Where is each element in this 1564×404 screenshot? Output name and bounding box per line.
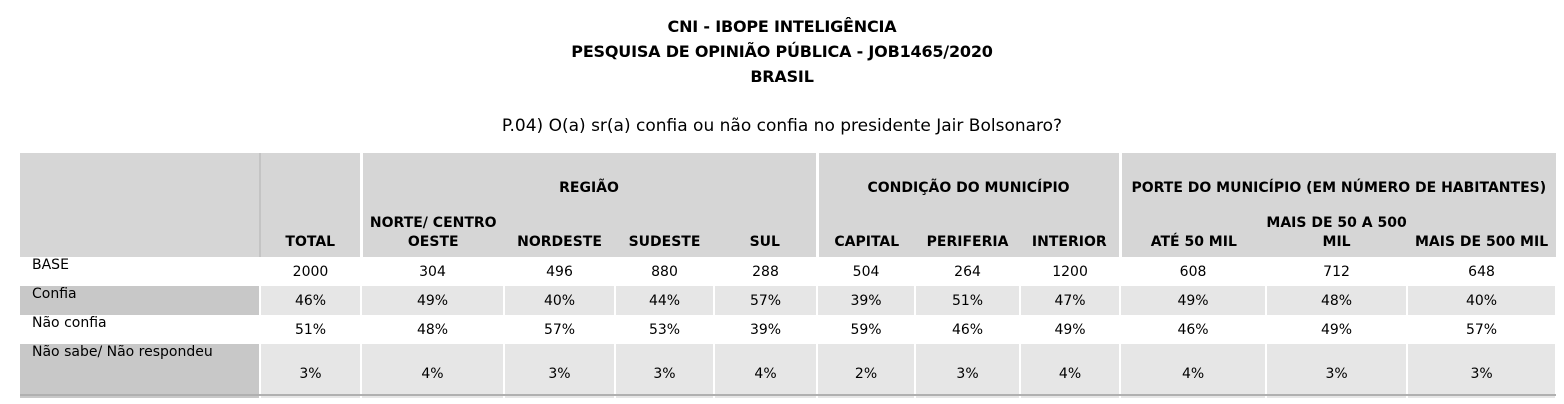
table-cell: 3%	[615, 344, 715, 398]
table-cell: 49%	[1266, 315, 1409, 344]
table-cell: 3%	[1266, 344, 1409, 398]
table-cell: 264	[915, 257, 1022, 286]
table-cell: 48%	[1266, 286, 1409, 315]
table-row: Não sabe/ Não respondeu 3% 4% 3% 3% 4% 2…	[20, 344, 1558, 398]
table-cell: 4%	[361, 344, 505, 398]
table-cell: 46%	[1120, 315, 1268, 344]
table-cell: 496	[504, 257, 616, 286]
group-regiao: REGIÃO	[359, 153, 818, 200]
table-cell: 57%	[1407, 315, 1558, 344]
col-norte-centro-oeste: NORTE/ CENTRO OESTE	[359, 200, 504, 257]
table-cell: 3%	[915, 344, 1022, 398]
table-cell: 44%	[615, 286, 715, 315]
table-row: BASE 2000 304 496 880 288 504 264 1200 6…	[20, 257, 1558, 286]
table-cell: 4%	[1120, 344, 1268, 398]
table-row: Confia 46% 49% 40% 44% 57% 39% 51% 47% 4…	[20, 286, 1558, 315]
group-total-spacer	[260, 153, 361, 200]
table-cell: 1200	[1020, 257, 1122, 286]
col-sul: SUL	[714, 200, 818, 257]
col-mais-500-mil: MAIS DE 500 MIL	[1407, 200, 1557, 257]
table-cell: 2%	[817, 344, 917, 398]
col-interior: INTERIOR	[1020, 200, 1121, 257]
question-text: P.04) O(a) sr(a) confia ou não confia no…	[501, 116, 1063, 136]
table-cell: 288	[714, 257, 819, 286]
stub-header	[20, 153, 261, 257]
row-label-nao-sabe: Não sabe/ Não respondeu	[20, 344, 261, 398]
table-cell: 608	[1120, 257, 1268, 286]
country-label: BRASIL	[750, 67, 814, 86]
col-nordeste: NORDESTE	[504, 200, 615, 257]
table-cell: 48%	[361, 315, 505, 344]
table-cell: 4%	[1020, 344, 1122, 398]
table-cell: 59%	[817, 315, 917, 344]
table-cell: 47%	[1020, 286, 1122, 315]
col-capital: CAPITAL	[815, 200, 916, 257]
table-cell: 49%	[1020, 315, 1122, 344]
col-sudeste: SUDESTE	[615, 200, 714, 257]
table-cell: 53%	[615, 315, 715, 344]
table-cell: 304	[361, 257, 505, 286]
group-condicao: CONDIÇÃO DO MUNICÍPIO	[815, 153, 1121, 200]
column-header-row: TOTAL NORTE/ CENTRO OESTE NORDESTE SUDES…	[20, 200, 1557, 257]
report-header: CNI - IBOPE INTELIGÊNCIA PESQUISA DE OPI…	[0, 14, 1564, 89]
table-cell: 40%	[1407, 286, 1558, 315]
row-label-nao-confia: Não confia	[20, 315, 261, 344]
table-cell: 4%	[714, 344, 819, 398]
col-ate-50-mil: ATÉ 50 MIL	[1118, 200, 1267, 257]
table-bottom-rule	[20, 394, 1556, 396]
table-cell: 51%	[260, 315, 362, 344]
group-header-row: REGIÃO CONDIÇÃO DO MUNICÍPIO PORTE DO MU…	[20, 153, 1557, 257]
report-title: CNI - IBOPE INTELIGÊNCIA	[667, 17, 897, 36]
table-cell: 51%	[915, 286, 1022, 315]
col-periferia: PERIFERIA	[915, 200, 1021, 257]
col-50-500-mil: MAIS DE 50 A 500 MIL	[1266, 200, 1408, 257]
table-cell: 39%	[714, 315, 819, 344]
row-label-base: BASE	[20, 257, 261, 286]
table-cell: 46%	[260, 286, 362, 315]
table-cell: 504	[817, 257, 917, 286]
table-cell: 46%	[915, 315, 1022, 344]
table-cell: 49%	[361, 286, 505, 315]
survey-subtitle: PESQUISA DE OPINIÃO PÚBLICA - JOB1465/20…	[571, 42, 993, 61]
table-cell: 3%	[504, 344, 616, 398]
col-total: TOTAL	[260, 200, 361, 257]
table-cell: 880	[615, 257, 715, 286]
table-cell: 39%	[817, 286, 917, 315]
table-cell: 712	[1266, 257, 1409, 286]
table-cell: 40%	[504, 286, 616, 315]
table-cell: 57%	[504, 315, 616, 344]
table-cell: 2000	[260, 257, 362, 286]
row-label-confia: Confia	[20, 286, 261, 315]
table-cell: 49%	[1120, 286, 1268, 315]
table-row: Não confia 51% 48% 57% 53% 39% 59% 46% 4…	[20, 315, 1558, 344]
table-cell: 3%	[1407, 344, 1558, 398]
table-cell: 648	[1407, 257, 1558, 286]
table-cell: 57%	[714, 286, 819, 315]
results-table: REGIÃO CONDIÇÃO DO MUNICÍPIO PORTE DO MU…	[20, 153, 1558, 398]
table-cell: 3%	[260, 344, 362, 398]
group-porte: PORTE DO MUNICÍPIO (EM NÚMERO DE HABITAN…	[1118, 153, 1557, 200]
